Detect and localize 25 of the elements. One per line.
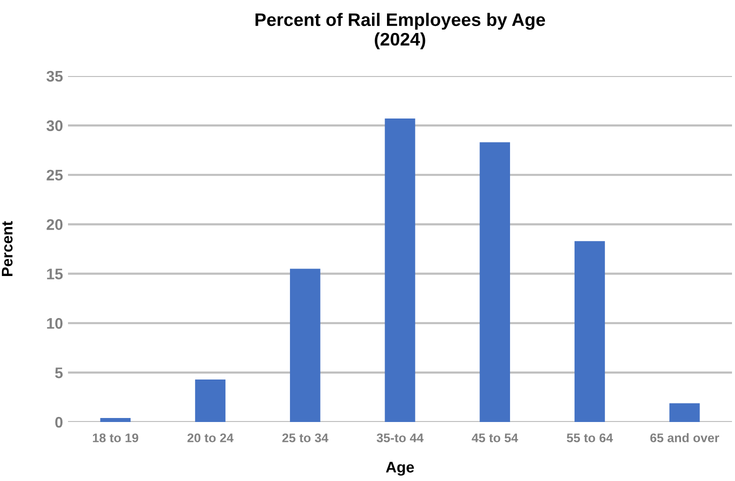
x-tick-label: 65 and over [650, 433, 720, 442]
x-tick-label: 25 to 34 [282, 433, 328, 442]
bar [574, 241, 605, 422]
y-axis-title: Percent [2, 221, 13, 276]
x-tick-label: 55 to 64 [566, 433, 613, 442]
x-tick-label: 18 to 19 [92, 433, 138, 442]
y-tick-label: 5 [55, 368, 63, 378]
y-tick-label: 10 [47, 318, 63, 329]
bar [290, 268, 320, 422]
y-tick-label: 35 [46, 70, 63, 82]
x-tick-label: 35-to 44 [376, 433, 424, 442]
y-tick-label: 0 [55, 416, 63, 428]
y-tick-label: 30 [46, 120, 63, 132]
x-axis-title: Age [386, 462, 414, 476]
bar [195, 379, 226, 422]
x-tick-label: 45 to 54 [472, 434, 518, 442]
bar [100, 418, 131, 422]
x-tick-label: 20 to 24 [187, 433, 234, 442]
bar [480, 142, 510, 422]
bar [669, 403, 700, 422]
chart-title: Percent of Rail Employees by Age (2024) [256, 12, 546, 50]
bar [384, 118, 416, 422]
y-tick-label: 25 [46, 170, 63, 181]
y-tick-label: 20 [46, 219, 63, 230]
y-tick-label: 15 [47, 268, 63, 280]
